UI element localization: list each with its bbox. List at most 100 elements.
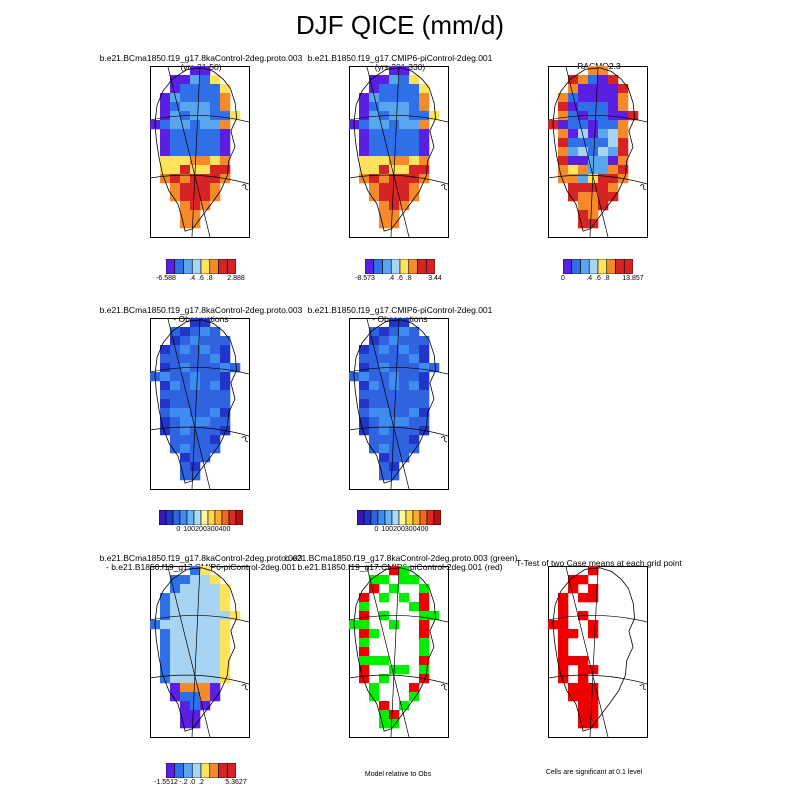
grid-cell [359, 345, 370, 355]
grid-cell [578, 665, 589, 675]
grid-cell [369, 327, 380, 337]
grid-cell [588, 93, 599, 103]
labelbar-swatch [370, 509, 379, 526]
labelbar-swatch [382, 258, 392, 275]
grid-cell [220, 390, 231, 400]
grid-cell [160, 129, 171, 139]
graticule-line [167, 66, 211, 238]
grid-cell [369, 336, 380, 346]
grid-cell [160, 674, 171, 684]
grid-cell [190, 408, 201, 418]
labelbar-p3: 0 .4.6.8 13.857 [561, 258, 644, 282]
grid-cell [200, 665, 211, 675]
grid-cell [568, 584, 579, 594]
grid-cell [170, 426, 181, 436]
grid-cell [588, 566, 599, 576]
grid-cell [180, 174, 191, 184]
grid-cell [160, 120, 171, 130]
grid-cell [160, 372, 171, 382]
grid-cell [160, 111, 171, 121]
graticule-line [150, 174, 250, 185]
grid-cell [170, 611, 181, 621]
grid-cell [200, 192, 211, 202]
grid-cell [409, 102, 420, 112]
labelbar-tick-label: .6 [595, 275, 601, 282]
grid-cell [379, 701, 390, 711]
grid-cell [608, 93, 619, 103]
grid-cell [598, 84, 609, 94]
labelbar-swatch [200, 762, 211, 779]
grid-cell [389, 408, 400, 418]
grid-cell [200, 638, 211, 648]
labelbar-swatches [364, 258, 436, 275]
grid-cell [429, 111, 440, 121]
labelbar-swatch [606, 258, 616, 275]
grid-cell [190, 390, 201, 400]
grid-cell [180, 417, 191, 427]
grid-cell [200, 602, 211, 612]
grid-cell [359, 174, 370, 184]
grid-cell [608, 111, 619, 121]
grid-cell [210, 138, 221, 148]
grid-cell [170, 147, 181, 157]
grid-cell [419, 584, 430, 594]
grid-cell [160, 390, 171, 400]
labelbar-swatch [165, 258, 176, 275]
grid-cell [558, 138, 569, 148]
grid-cell [618, 165, 629, 175]
grid-cell [200, 620, 211, 630]
grid-cell [389, 75, 400, 85]
grid-cell [210, 165, 221, 175]
grid-cell [409, 129, 420, 139]
grid-cell [220, 629, 231, 639]
grid-cell [399, 84, 410, 94]
grid-cell [409, 174, 420, 184]
grid-cell [588, 183, 599, 193]
grid-cell [399, 192, 410, 202]
grid-cell [429, 611, 440, 621]
labelbar-tick-label: 0 [561, 275, 565, 282]
labelbar-p4: 0 100 200 300 400 [158, 509, 244, 533]
grid-cell [389, 426, 400, 436]
grid-cell [369, 683, 380, 693]
grid-cell [419, 399, 430, 409]
grid-cell [190, 426, 201, 436]
grid-cell [200, 692, 211, 702]
grid-cell [598, 174, 609, 184]
grid-cell [170, 683, 181, 693]
grid-cell [170, 692, 181, 702]
grid-cell [200, 417, 211, 427]
grid-cell [379, 453, 390, 463]
grid-cell [578, 701, 589, 711]
grid-cell [190, 692, 201, 702]
labelbar-swatch [191, 258, 202, 275]
grid-cell [200, 75, 211, 85]
grid-cell [568, 102, 579, 112]
grid-cell [389, 453, 400, 463]
graticule-line [349, 674, 449, 685]
grid-cell [608, 183, 619, 193]
grid-cell [359, 120, 370, 130]
grid-cell [399, 129, 410, 139]
grid-cell [369, 363, 380, 373]
grid-cell [359, 399, 370, 409]
grid-cell [210, 102, 221, 112]
grid-cell [399, 390, 410, 400]
grid-cell [170, 84, 181, 94]
grid-cell [389, 201, 400, 211]
grid-cell [220, 345, 231, 355]
grid-cell [578, 84, 589, 94]
grid-cell [230, 363, 241, 373]
grid-cell [369, 129, 380, 139]
grid-cell [389, 390, 400, 400]
grid-cell [568, 138, 579, 148]
grid-cell [210, 593, 221, 603]
grid-cell [568, 692, 579, 702]
grid-cell [160, 611, 171, 621]
grid-cell [190, 710, 201, 720]
labelbar-tick-label: .0 [189, 779, 196, 786]
grid-cell [379, 471, 390, 481]
grid-cell [170, 593, 181, 603]
grid-cell [190, 435, 201, 445]
grid-cell [200, 93, 211, 103]
